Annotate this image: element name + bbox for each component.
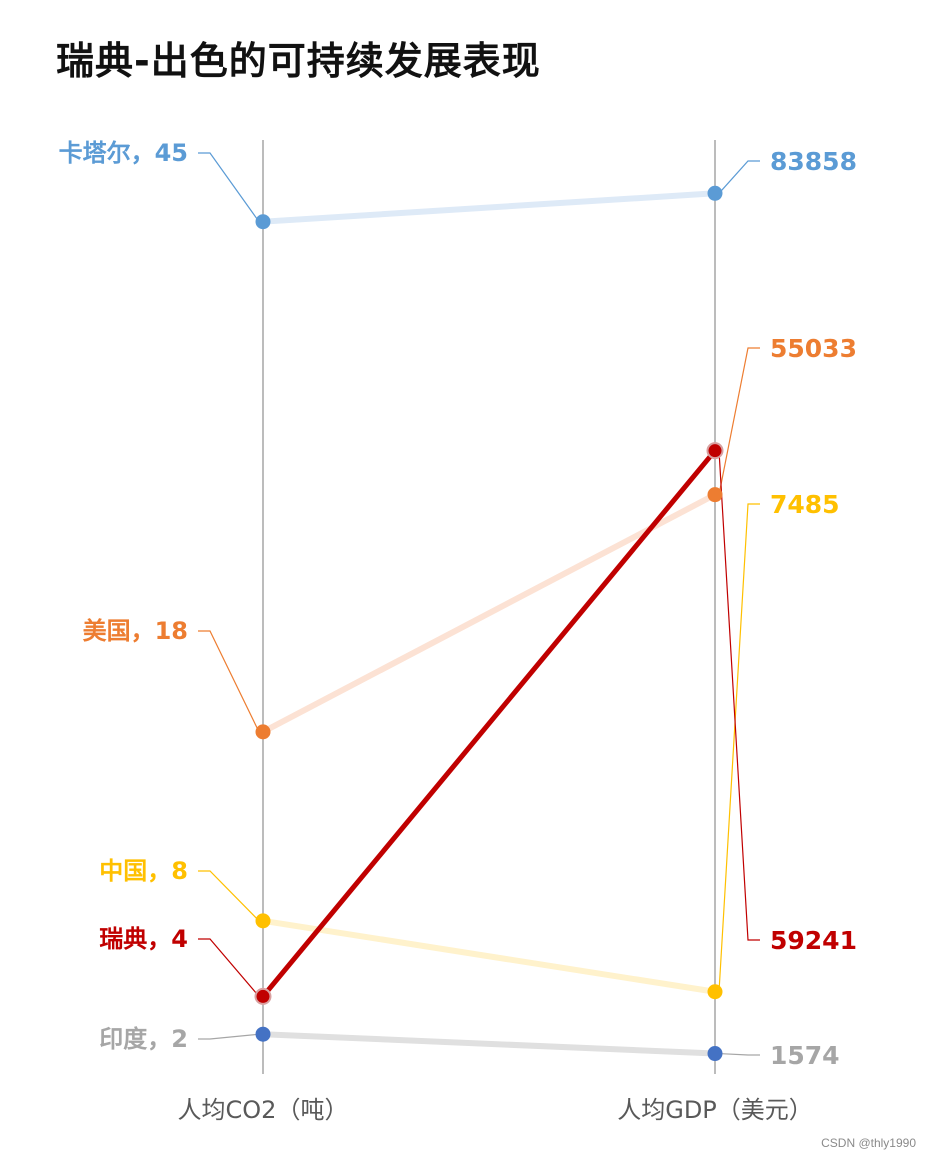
right-point-4 bbox=[707, 1046, 723, 1062]
right-label-4: 1574 bbox=[770, 1041, 840, 1070]
left-label-1: 美国，18 bbox=[83, 617, 188, 645]
left-axis-label: 人均CO2（吨） bbox=[178, 1096, 349, 1124]
right-label-0: 83858 bbox=[770, 147, 857, 176]
watermark: CSDN @thly1990 bbox=[821, 1136, 916, 1150]
left-leader-2 bbox=[198, 870, 260, 922]
left-label-2: 中国，8 bbox=[99, 857, 188, 885]
right-point-0 bbox=[707, 185, 723, 201]
right-leader-4 bbox=[718, 1052, 760, 1056]
right-axis-label: 人均GDP（美元） bbox=[617, 1096, 813, 1124]
left-point-0 bbox=[255, 214, 271, 230]
right-point-3 bbox=[706, 442, 724, 460]
chart-title: 瑞典-出色的可持续发展表现 bbox=[56, 39, 541, 83]
left-leader-0 bbox=[198, 152, 260, 223]
series-line-2 bbox=[260, 917, 718, 995]
right-leader-1 bbox=[718, 347, 760, 495]
series-line-4 bbox=[260, 1031, 718, 1057]
right-label-1: 55033 bbox=[770, 334, 857, 363]
left-label-0: 卡塔尔，45 bbox=[59, 139, 188, 167]
right-leader-3 bbox=[718, 450, 760, 941]
left-label-3: 瑞典，4 bbox=[99, 925, 188, 953]
right-point-2 bbox=[707, 984, 723, 1000]
right-point-1 bbox=[707, 487, 723, 503]
left-leader-4 bbox=[198, 1033, 260, 1040]
left-label-4: 印度，2 bbox=[99, 1025, 188, 1053]
left-point-4 bbox=[255, 1026, 271, 1042]
left-leader-1 bbox=[198, 630, 260, 733]
right-leader-0 bbox=[718, 160, 760, 194]
left-leader-3 bbox=[198, 938, 260, 997]
left-point-3 bbox=[254, 987, 272, 1005]
right-label-3: 59241 bbox=[770, 926, 857, 955]
left-point-1 bbox=[255, 724, 271, 740]
series-line-1 bbox=[260, 491, 718, 735]
left-point-2 bbox=[255, 913, 271, 929]
right-leader-2 bbox=[718, 503, 760, 992]
series-line-3 bbox=[260, 448, 718, 999]
right-label-2: 7485 bbox=[770, 490, 840, 519]
series-line-0 bbox=[260, 190, 718, 225]
